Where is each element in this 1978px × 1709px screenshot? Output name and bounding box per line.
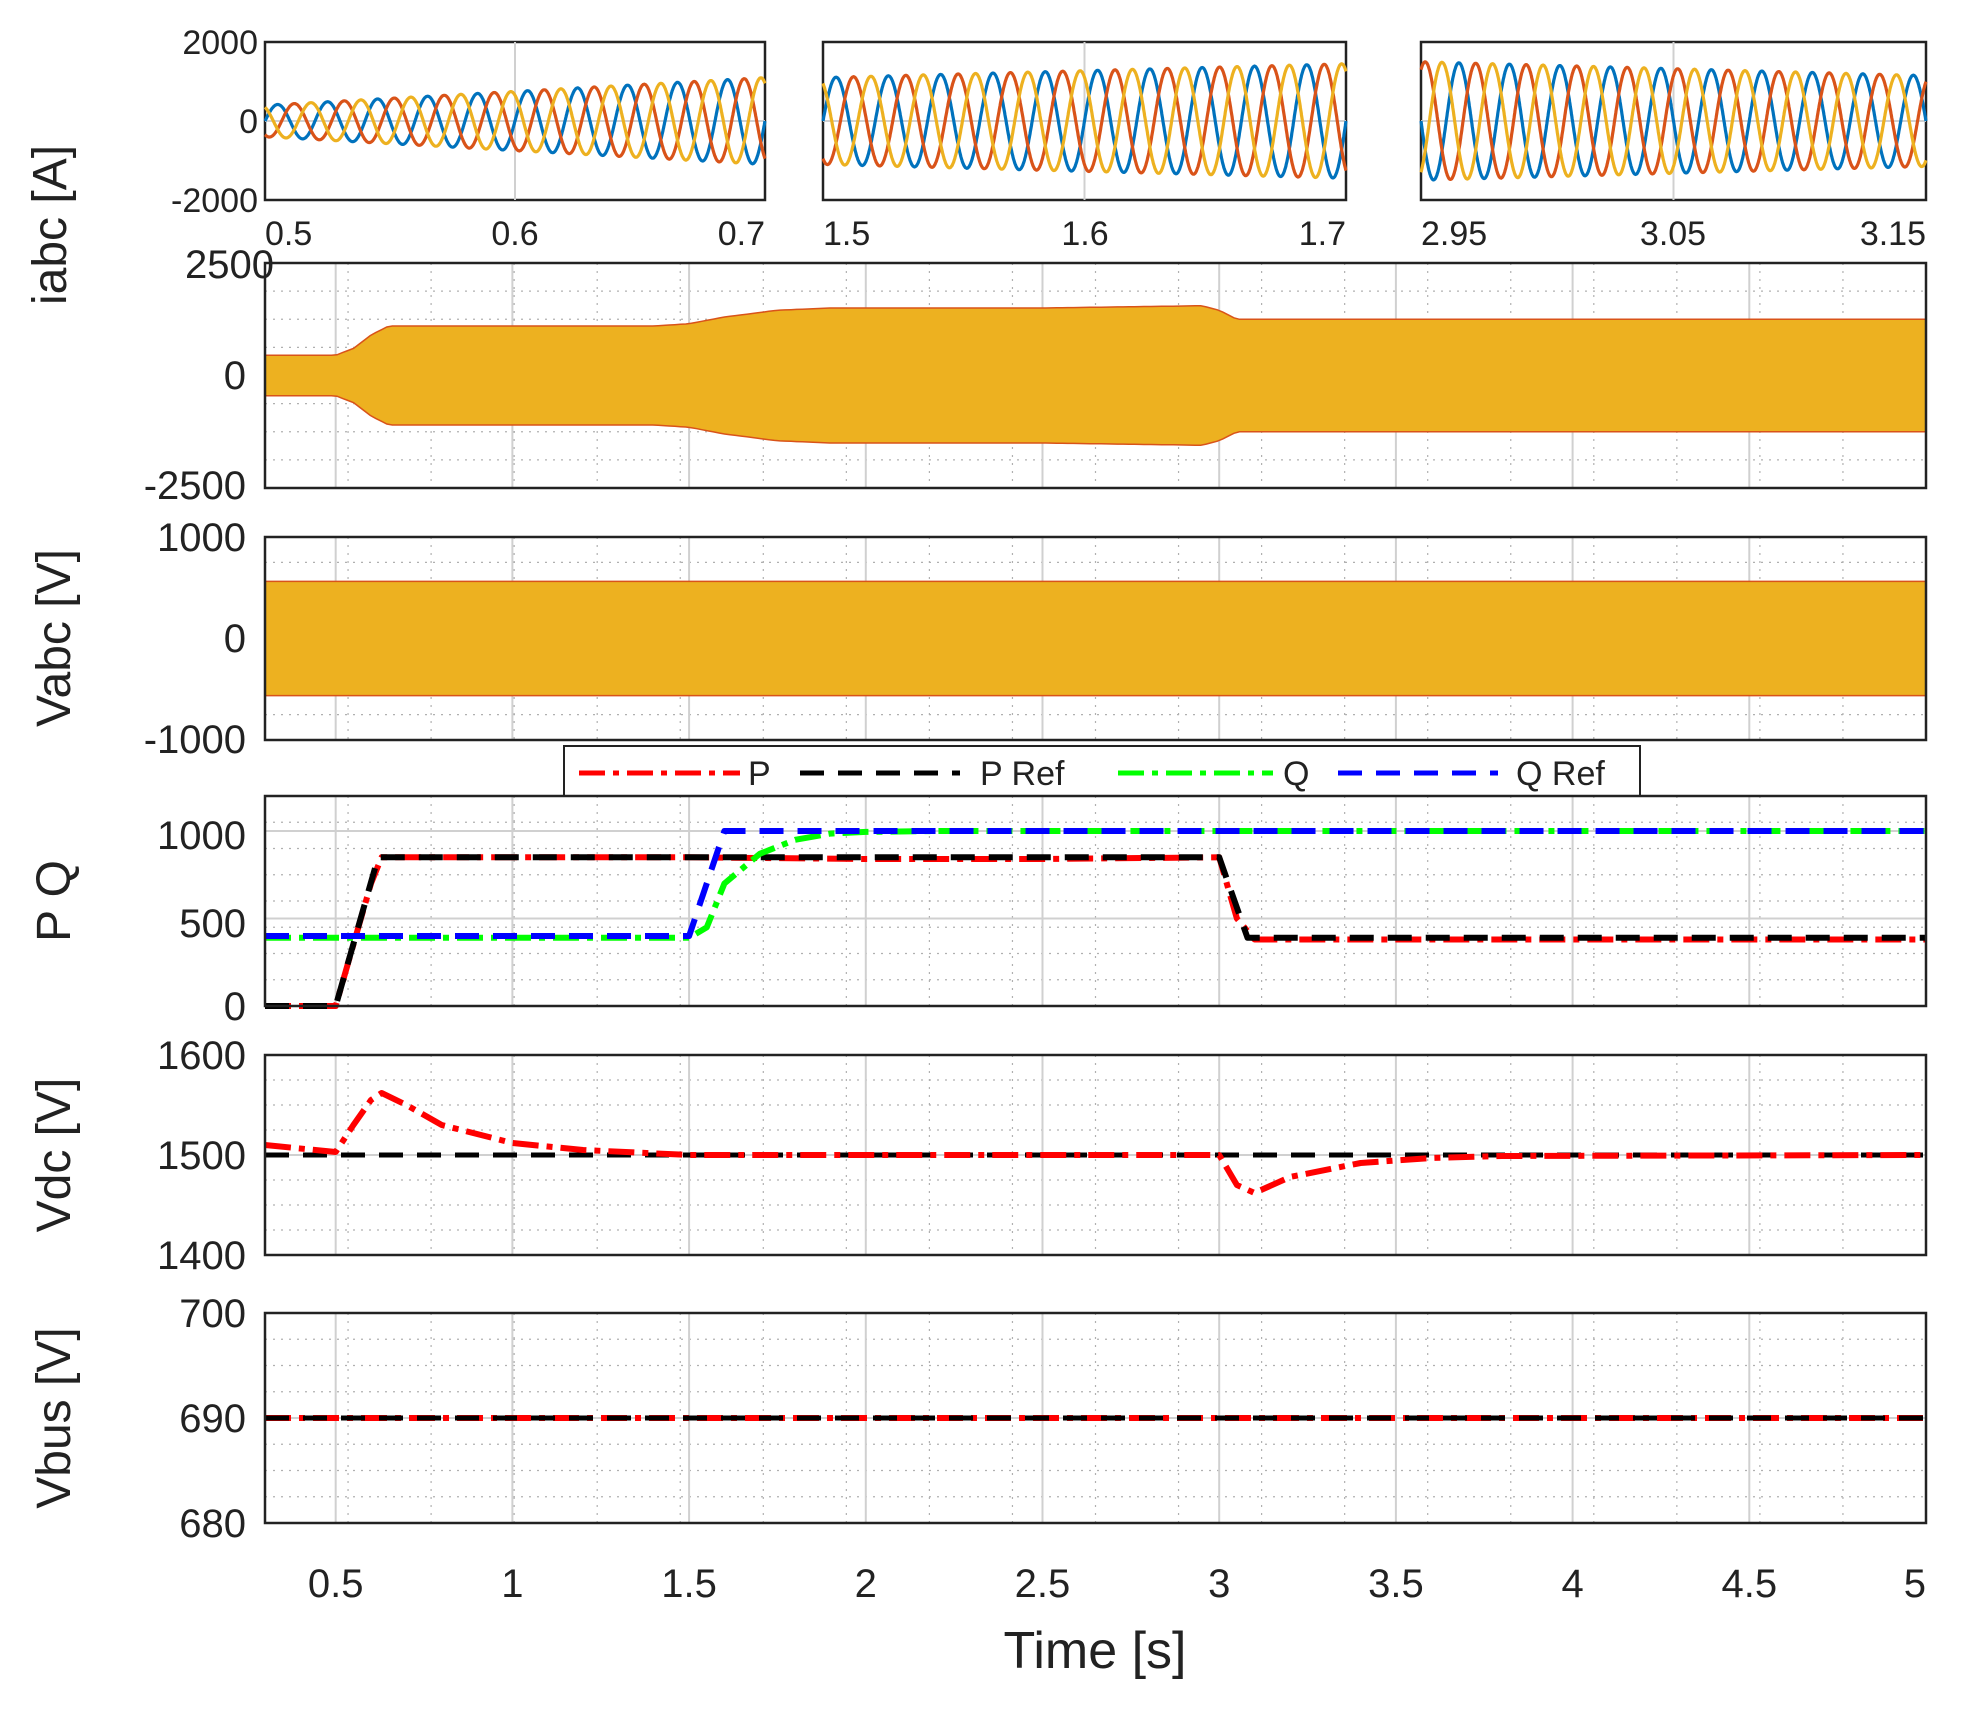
zoom3-xtick-0: 2.95 (1421, 215, 1487, 253)
zoom-current-ic (1419, 60, 1928, 181)
time-tick-1: 1 (501, 1562, 523, 1606)
zoom-current-ic (821, 62, 1348, 180)
series-q (265, 828, 1926, 941)
iabc-ytick-bot: -2500 (144, 464, 246, 508)
vabc-ytick-bot: -1000 (144, 718, 246, 762)
pq-ytick-0: 0 (224, 985, 246, 1029)
zoom-current-ib (264, 77, 767, 164)
vabc-panel: Vabc [V] 1000 0 -1000 (28, 516, 1928, 762)
zoom3-xtick-1: 3.05 (1640, 215, 1706, 253)
time-tick-2: 2 (855, 1562, 877, 1606)
vbus-ytick-mid: 690 (179, 1397, 246, 1441)
iabc-envelope (264, 305, 1927, 446)
zoom-current-ic (263, 76, 767, 165)
zoom-current-ib (1419, 60, 1928, 181)
vabc-ylabel: Vabc [V] (28, 549, 81, 727)
pq-panel: P Q 1000 500 0 (28, 794, 1928, 1029)
iabc-ytick-mid: 0 (224, 354, 246, 398)
zoom2-xtick-1: 1.6 (1061, 215, 1108, 253)
time-axis: 0.5 1 1.5 2 2.5 3 3.5 4 4.5 5 (308, 1562, 1926, 1606)
pq-ytick-500: 500 (179, 902, 246, 946)
iabc-panel: 2500 0 -2500 (144, 243, 1928, 508)
vbus-panel: Vbus [V] 700 690 680 (28, 1292, 1928, 1546)
series-q-ref (265, 828, 1926, 939)
zoom1-xtick-1: 0.6 (491, 215, 538, 253)
zoom1-xtick-2: 0.7 (718, 215, 765, 253)
zoom-current-ia (1419, 61, 1928, 182)
iabc-ytick-top: 2500 (185, 243, 274, 287)
vdc-panel: Vdc [V] 1600 1500 1400 (28, 1034, 1928, 1278)
zoom2-xtick-0: 1.5 (823, 215, 870, 253)
time-tick-4: 4 (1561, 1562, 1583, 1606)
zoom1-ytick-top: 2000 (182, 24, 258, 62)
legend-label-p: P (748, 755, 771, 793)
vabc-ytick-top: 1000 (157, 516, 246, 560)
zoom-current-ib (821, 62, 1348, 179)
vbus-ytick-bot: 680 (179, 1502, 246, 1546)
vdc-ytick-mid: 1500 (157, 1134, 246, 1178)
legend-label-q-ref: Q Ref (1516, 755, 1605, 793)
series-vdc (264, 1090, 1927, 1196)
zoom-current-ia (821, 63, 1348, 180)
pq-ytick-1000: 1000 (157, 814, 246, 858)
time-tick-1.5: 1.5 (661, 1562, 717, 1606)
vbus-ylabel: Vbus [V] (28, 1327, 81, 1508)
zoom1-ytick-mid: 0 (239, 103, 258, 141)
zoom-panel-1: 2000 0 -2000 0.5 0.6 0.7 (171, 24, 767, 253)
iabc-ylabel: iabc [A] (24, 145, 77, 305)
vbus-ytick-top: 700 (179, 1292, 246, 1336)
time-axis-label: Time [s] (1004, 1622, 1187, 1680)
vdc-ytick-top: 1600 (157, 1034, 246, 1078)
time-tick-3: 3 (1208, 1562, 1230, 1606)
time-tick-2.5: 2.5 (1015, 1562, 1071, 1606)
zoom-current-ia (263, 78, 767, 166)
time-tick-4.5: 4.5 (1721, 1562, 1777, 1606)
legend-label-q: Q (1283, 755, 1309, 793)
vdc-ylabel: Vdc [V] (28, 1078, 81, 1233)
time-tick-3.5: 3.5 (1368, 1562, 1424, 1606)
legend-label-p-ref: P Ref (980, 755, 1065, 793)
time-tick-5: 5 (1904, 1562, 1926, 1606)
Vabc-envelope (264, 580, 1927, 697)
pq-ylabel: P Q (28, 860, 81, 942)
zoom-panel-3: 2.95 3.05 3.15 (1419, 40, 1928, 253)
zoom1-xtick-0: 0.5 (265, 215, 312, 253)
vdc-ytick-bot: 1400 (157, 1234, 246, 1278)
zoom1-ytick-bot: -2000 (171, 182, 258, 220)
zoom2-xtick-2: 1.7 (1299, 215, 1346, 253)
zoom-panel-2: 1.5 1.6 1.7 (821, 40, 1348, 253)
time-tick-0.5: 0.5 (308, 1562, 364, 1606)
zoom3-xtick-2: 3.15 (1860, 215, 1926, 253)
vabc-ytick-mid: 0 (224, 617, 246, 661)
